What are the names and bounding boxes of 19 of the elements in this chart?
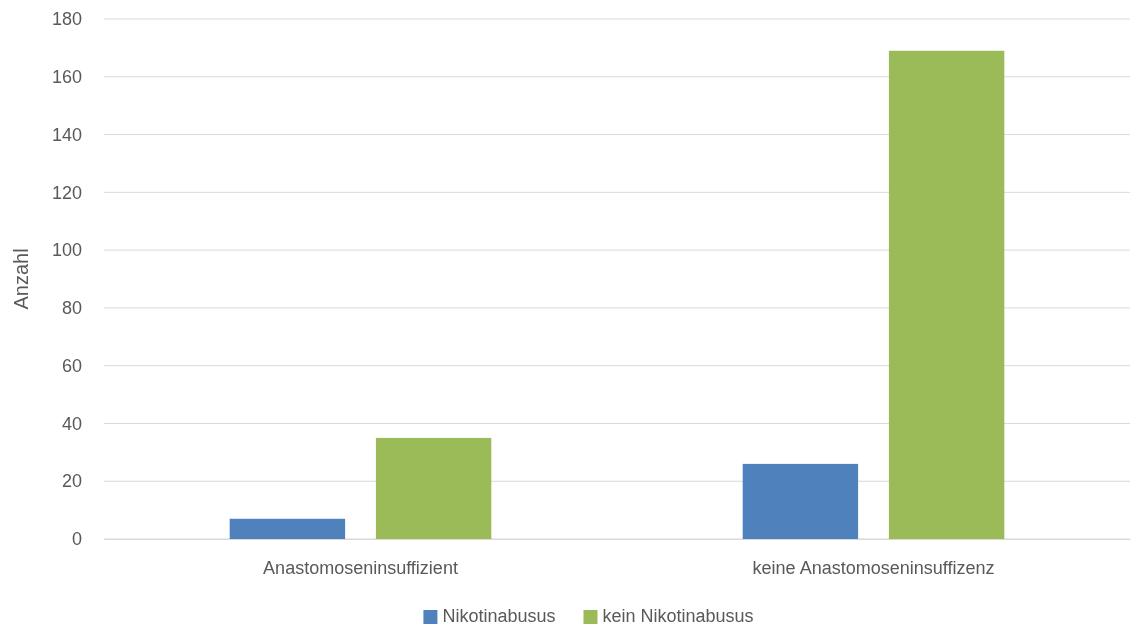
y-tick-label: 120 xyxy=(51,182,82,203)
x-tick-label: keine Anastomoseninsuffizenz xyxy=(752,557,995,578)
y-tick-label: 80 xyxy=(61,298,82,319)
bar xyxy=(888,50,1005,539)
x-tick-label: Anastomoseninsuffizient xyxy=(263,557,458,578)
legend-label: kein Nikotinabusus xyxy=(602,606,754,626)
bar xyxy=(229,518,346,539)
y-tick-label: 20 xyxy=(61,471,82,492)
y-tick-label: 60 xyxy=(61,355,82,376)
legend-label: Nikotinabusus xyxy=(442,606,556,626)
y-axis-title: Anzahl xyxy=(10,248,32,310)
y-tick-label: 160 xyxy=(51,67,82,88)
y-tick-label: 0 xyxy=(71,529,82,550)
bar xyxy=(375,437,492,539)
y-tick-label: 180 xyxy=(51,9,82,30)
y-tick-label: 100 xyxy=(51,240,82,261)
y-tick-label: 40 xyxy=(61,413,82,434)
y-tick-label: 140 xyxy=(51,124,82,145)
bar xyxy=(742,463,859,539)
